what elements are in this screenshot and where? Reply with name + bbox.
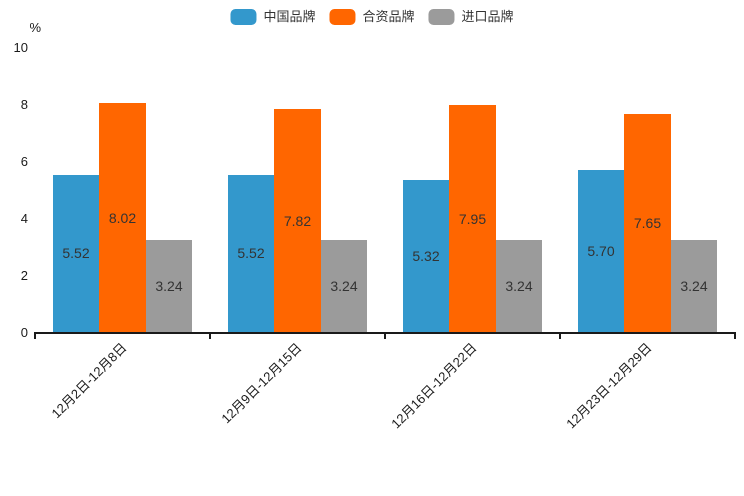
bar-1-group-1[interactable] [274, 109, 321, 332]
y-axis-tick-label: 10 [13, 40, 28, 55]
y-axis-unit-label: % [29, 20, 41, 35]
y-axis-tick-label: 6 [20, 154, 28, 169]
bar-2-group-3[interactable] [670, 239, 718, 332]
x-axis-tick [34, 332, 36, 339]
legend-swatch-icon [329, 9, 356, 25]
y-axis-tick-label: 8 [20, 97, 28, 112]
legend-label: 合资品牌 [362, 9, 415, 24]
bar-2-group-0[interactable] [145, 239, 193, 332]
x-axis-label: 12月2日-12月8日 [47, 340, 130, 422]
bar-0-group-0[interactable] [52, 174, 100, 332]
bar-0-group-1[interactable] [227, 174, 275, 332]
legend-item-2[interactable]: 进口品牌 [428, 9, 514, 25]
legend-label: 进口品牌 [461, 9, 514, 24]
x-axis-tick [559, 332, 561, 339]
y-axis-tick-label: 4 [20, 211, 28, 226]
bar-1-group-0[interactable] [99, 103, 146, 332]
bar-0-group-2[interactable] [402, 180, 450, 332]
x-axis-tick [734, 332, 736, 339]
legend-item-1[interactable]: 合资品牌 [329, 9, 415, 25]
legend: 中国品牌 合资品牌 进口品牌 [230, 9, 514, 25]
x-axis-label: 12月23日-12月29日 [562, 340, 655, 432]
bar-2-group-2[interactable] [495, 239, 543, 332]
x-axis-label: 12月9日-12月15日 [217, 340, 305, 427]
x-axis-tick [384, 332, 386, 339]
bar-1-group-2[interactable] [449, 105, 496, 332]
bar-1-group-3[interactable] [624, 113, 671, 332]
y-axis-tick-label: 0 [20, 325, 28, 340]
legend-label: 中国品牌 [263, 9, 316, 24]
bar-0-group-3[interactable] [577, 169, 625, 332]
x-axis-tick [209, 332, 211, 339]
legend-item-0[interactable]: 中国品牌 [230, 9, 315, 25]
legend-swatch-icon [230, 9, 257, 25]
legend-swatch-icon [428, 9, 455, 25]
y-axis-tick-label: 2 [20, 268, 28, 283]
x-axis-label: 12月16日-12月22日 [387, 340, 480, 432]
bar-2-group-1[interactable] [320, 239, 368, 332]
